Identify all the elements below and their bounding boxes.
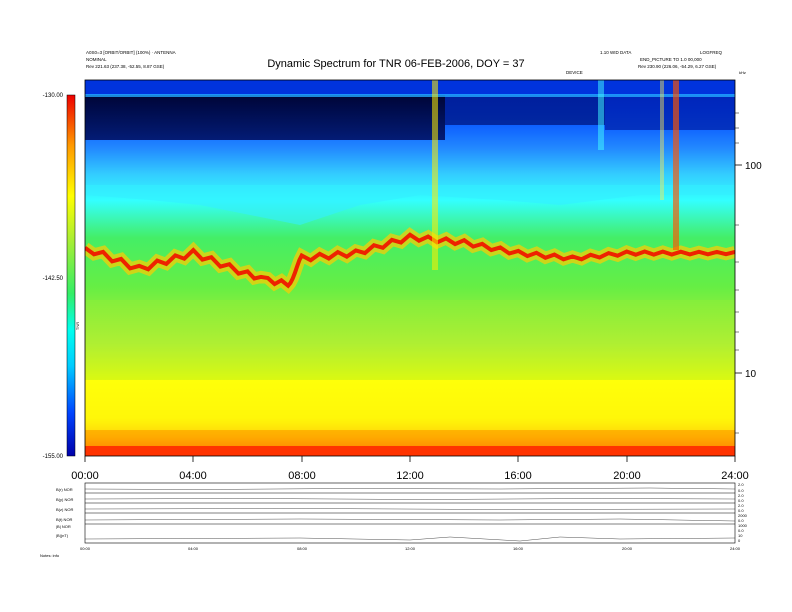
x-tick-0400: 04:00 — [179, 470, 207, 482]
sub-x-tick-7: 24:00 — [730, 546, 741, 551]
x-tick-1200: 12:00 — [396, 470, 424, 482]
sub-right-tick-12: 0 — [738, 538, 741, 543]
colorbar-tick-mid: -142.50 — [43, 276, 64, 282]
sub-row-label-5: |B| NOR — [56, 524, 71, 529]
sub-right-tick-8: 0.0 — [738, 518, 744, 523]
x-tick-0800: 08:00 — [288, 470, 316, 482]
sub-x-tick-6: 20:00 — [622, 546, 633, 551]
header-right-line-3: END_PICTURE TO 1.0 00,000 — [640, 57, 702, 62]
header-device-label: DEVICE — [566, 70, 583, 75]
header-left-line-3: Rev 221.63 (237.38, -52.55, 8.87 GSE) — [86, 64, 165, 69]
sub-right-tick-9: 1000 — [738, 523, 748, 528]
sub-right-tick-4: 0.0 — [738, 498, 744, 503]
y-axis-tick-10: 10 — [745, 369, 757, 380]
emission-band — [85, 232, 735, 289]
sub-right-tick-1: 2.0 — [738, 482, 744, 487]
sub-right-tick-3: 2.0 — [738, 493, 744, 498]
sub-right-tick-11: 10 — [738, 533, 743, 538]
sub-x-tick-4: 12:00 — [405, 546, 416, 551]
sub-x-tick-2: 04:00 — [188, 546, 199, 551]
sub-x-tick-1: 00:00 — [80, 546, 91, 551]
header-left-line-1: A0S0=3 [ORBIT/ORBIT] (100%) · ANTENNA — [86, 50, 176, 55]
sub-right-tick-5: 2.0 — [738, 503, 744, 508]
sub-row-label-6: |B|(nT) — [56, 533, 69, 538]
sub-right-tick-7: 2000 — [738, 513, 748, 518]
x-tick-2400: 24:00 — [721, 470, 749, 482]
chart-title: Dynamic Spectrum for TNR 06-FEB-2006, DO… — [267, 58, 525, 70]
colorbar-tick-bottom: -155.00 — [43, 454, 64, 460]
sub-panels: B(r) NOR B(y) NOR B(z) NOR B(t) NOR |B| … — [40, 482, 748, 558]
x-tick-0000: 00:00 — [71, 470, 99, 482]
header-left-line-2: NOMINAL — [86, 57, 107, 62]
footer-notes: Notes: info — [40, 553, 60, 558]
sub-x-tick-3: 08:00 — [297, 546, 308, 551]
x-tick-2000: 20:00 — [613, 470, 641, 482]
colorbar — [66, 94, 76, 457]
sub-row-label-3: B(z) NOR — [56, 507, 73, 512]
sub-row-label-4: B(t) NOR — [56, 517, 73, 522]
x-tick-1600: 16:00 — [504, 470, 532, 482]
sub-x-tick-5: 16:00 — [513, 546, 524, 551]
y-axis-tick-100: 100 — [745, 161, 762, 172]
header-right-line-1: 1.10 WID DATA — [600, 50, 632, 55]
colorbar-label: TNR — [75, 322, 80, 330]
sub-right-tick-6: 0.0 — [738, 508, 744, 513]
y-axis-unit: kHz — [739, 70, 746, 75]
colorbar-tick-top: -130.00 — [43, 93, 64, 99]
sub-row-label-1: B(r) NOR — [56, 487, 73, 492]
sub-right-tick-2: 0.0 — [738, 488, 744, 493]
spectrogram-plot — [85, 80, 735, 456]
sub-row-label-2: B(y) NOR — [56, 497, 73, 502]
sub-right-tick-10: 0.0 — [738, 528, 744, 533]
header-right-line-4: Rev 230.90 (226.06, -54.29, 6.27 GSE) — [638, 64, 717, 69]
header-right-line-2: LOGFREQ — [700, 50, 723, 55]
